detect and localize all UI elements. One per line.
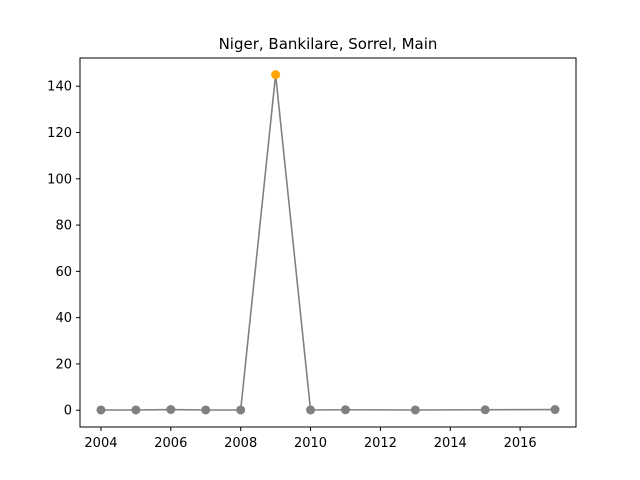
y-axis-ticks: 0 20 40 60 80 100 120 140 xyxy=(47,80,80,419)
data-point xyxy=(96,405,106,415)
x-tick-label: 2008 xyxy=(224,436,257,451)
x-tick-label: 2010 xyxy=(294,436,327,451)
y-tick-label: 20 xyxy=(55,357,72,372)
data-point xyxy=(340,405,350,415)
data-point xyxy=(201,405,211,415)
y-tick-label: 40 xyxy=(55,311,72,326)
data-point xyxy=(410,405,420,415)
chart-title: Niger, Bankilare, Sorrel, Main xyxy=(219,35,438,53)
x-tick-label: 2014 xyxy=(434,436,467,451)
x-tick-label: 2016 xyxy=(504,436,537,451)
data-point xyxy=(166,405,176,415)
y-tick-label: 120 xyxy=(47,126,72,141)
y-tick-label: 100 xyxy=(47,172,72,187)
data-point xyxy=(480,405,490,415)
y-tick-label: 0 xyxy=(64,404,72,419)
data-point xyxy=(131,405,141,415)
y-tick-label: 60 xyxy=(55,265,72,280)
x-axis-ticks: 2004 2006 2008 2010 2012 2014 2016 xyxy=(84,427,537,451)
x-tick-label: 2004 xyxy=(84,436,117,451)
highlighted-data-point xyxy=(271,70,281,80)
series-markers xyxy=(96,70,560,415)
series-line xyxy=(100,74,556,411)
plot-area-frame xyxy=(79,57,577,428)
data-point xyxy=(306,405,316,415)
data-point xyxy=(550,405,560,415)
x-tick-label: 2012 xyxy=(364,436,397,451)
y-tick-label: 80 xyxy=(55,219,72,234)
y-tick-label: 140 xyxy=(47,80,72,95)
x-tick-label: 2006 xyxy=(154,436,187,451)
data-point xyxy=(236,405,246,415)
